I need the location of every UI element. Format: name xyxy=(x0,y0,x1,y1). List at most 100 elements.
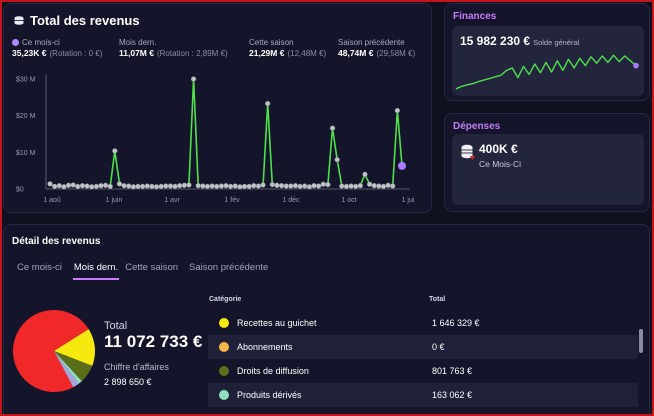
table-scrollbar[interactable] xyxy=(639,329,643,353)
chart-point xyxy=(288,183,294,189)
chart-point xyxy=(65,182,72,188)
chart-point xyxy=(102,182,109,188)
legend-dot-icon xyxy=(219,318,229,328)
tab-last-season[interactable]: Saison précédente xyxy=(189,262,269,273)
x-tick-label: 1 déc xyxy=(282,197,300,204)
chart-point xyxy=(329,125,336,131)
finances-panel: Finances 15 982 230 € Solde général xyxy=(444,3,650,101)
table-row[interactable]: Produits dérivés 163 062 € xyxy=(208,383,638,407)
x-tick-label: 1 fév xyxy=(224,197,240,204)
row-total: 0 € xyxy=(432,342,445,352)
stat-sub: (Rotation : 0 €) xyxy=(49,49,103,58)
chart-point xyxy=(251,183,257,189)
chart-point xyxy=(269,181,275,188)
row-total: 163 062 € xyxy=(432,390,473,400)
chart-point xyxy=(75,183,81,190)
row-category: Droits de diffusion xyxy=(237,366,309,376)
chart-point xyxy=(135,183,141,190)
expenses-card[interactable]: 400K € Ce Mois-Ci xyxy=(452,134,644,205)
chart-point-current xyxy=(398,161,406,170)
chart-point xyxy=(195,183,201,189)
expenses-period: Ce Mois-Ci xyxy=(479,159,522,169)
table-row[interactable]: Droits de diffusion 801 763 € xyxy=(208,359,638,383)
chart-point xyxy=(376,183,382,189)
revenue-line-chart: $0 $10 M $20 M $30 M 1 aoû 1 juin 1 avr 1 fév 1 … xyxy=(16,75,415,204)
chart-point xyxy=(390,183,396,189)
chart-point xyxy=(149,183,155,190)
chart-point xyxy=(302,183,308,189)
sparkline-end-point xyxy=(633,62,639,69)
x-tick-label: 1 aoû xyxy=(43,197,61,204)
stat-this-season[interactable]: Cette saison 21,29M € (12,48M €) xyxy=(249,37,326,59)
series-line xyxy=(49,78,403,188)
stat-last-month[interactable]: Mois dern. 11,07M € (Rotation : 2,89M €) xyxy=(119,37,228,59)
chart-point xyxy=(260,182,266,188)
y-tick-label: $0 xyxy=(16,187,24,194)
chart-point xyxy=(98,183,104,189)
detail-title: Détail des revenus xyxy=(12,236,101,247)
y-tick-label: $20 M xyxy=(16,113,36,120)
balance-sparkline xyxy=(455,54,639,90)
row-category: Produits dérivés xyxy=(237,390,302,400)
pie-slice xyxy=(54,351,93,382)
stat-label: Ce mois-ci xyxy=(22,38,60,47)
chart-point xyxy=(297,183,303,190)
y-tick-label: $10 M xyxy=(16,150,36,157)
chart-point xyxy=(116,181,123,187)
chart-point xyxy=(130,184,137,190)
sparkline xyxy=(455,54,637,90)
total-label: Total xyxy=(104,320,128,332)
chart-point xyxy=(47,181,53,187)
chart-point xyxy=(357,183,363,189)
stat-this-month[interactable]: Ce mois-ci 35,23K € (Rotation : 0 €) xyxy=(12,37,102,59)
chart-point xyxy=(89,184,95,190)
stat-label: Cette saison xyxy=(249,38,294,47)
row-total: 801 763 € xyxy=(432,366,473,376)
chart-point xyxy=(246,183,252,190)
revenue-title-text: Total des revenus xyxy=(30,13,140,28)
chart-point xyxy=(153,184,160,190)
stat-sub: (12,48M €) xyxy=(287,49,327,58)
chart-point xyxy=(227,183,234,190)
x-tick-label: 1 oct xyxy=(341,197,356,204)
x-tick-label: 1 jui xyxy=(402,197,415,204)
chart-point xyxy=(177,183,183,189)
revenue-detail-panel: Détail des revenus Ce mois-ci Mois dern.… xyxy=(3,224,650,414)
revenue-panel: Total des revenus Ce mois-ci 35,23K € (Ro… xyxy=(3,3,432,213)
chart-point xyxy=(343,183,350,190)
tab-last-month[interactable]: Mois dern. xyxy=(72,262,120,280)
chart-point xyxy=(380,183,387,190)
pie-slice xyxy=(54,351,82,384)
chart-point xyxy=(353,183,359,190)
chart-point xyxy=(167,183,174,189)
chart-point xyxy=(255,183,262,189)
stat-value: 11,07M € xyxy=(119,48,154,58)
chart-point xyxy=(190,76,197,82)
tab-this-month[interactable]: Ce mois-ci xyxy=(17,262,62,273)
chart-point xyxy=(70,182,76,188)
chart-point xyxy=(204,183,211,190)
table-row[interactable]: Abonnements 0 € xyxy=(208,335,638,359)
chart-point xyxy=(362,171,368,177)
balance-value-row: 15 982 230 € Solde général xyxy=(460,34,579,48)
row-category: Recettes au guichet xyxy=(237,318,317,328)
x-tick-label: 1 avr xyxy=(164,197,180,204)
chart-point xyxy=(126,183,132,189)
pie-slice xyxy=(54,329,96,366)
x-tick-label: 1 juin xyxy=(106,197,123,204)
stat-sub: (Rotation : 2,89M €) xyxy=(156,49,228,58)
chart-point xyxy=(121,183,127,189)
chart-point xyxy=(348,183,354,189)
tab-this-season[interactable]: Cette saison xyxy=(125,262,179,273)
stat-label: Saison précédente xyxy=(338,38,405,47)
table-row[interactable]: Recettes au guichet 1 646 329 € xyxy=(208,311,638,335)
revenue-title: Total des revenus xyxy=(13,13,140,28)
header-category: Catégorie xyxy=(209,296,242,303)
stat-last-season[interactable]: Saison précédente 48,74M € (29,58M €) xyxy=(338,37,415,59)
finances-card[interactable]: 15 982 230 € Solde général xyxy=(452,26,644,96)
balance-label: Solde général xyxy=(533,38,580,47)
row-category: Abonnements xyxy=(237,342,293,352)
chart-point xyxy=(181,182,187,188)
chart-point xyxy=(311,183,317,189)
balance-value: 15 982 230 € xyxy=(460,34,531,48)
